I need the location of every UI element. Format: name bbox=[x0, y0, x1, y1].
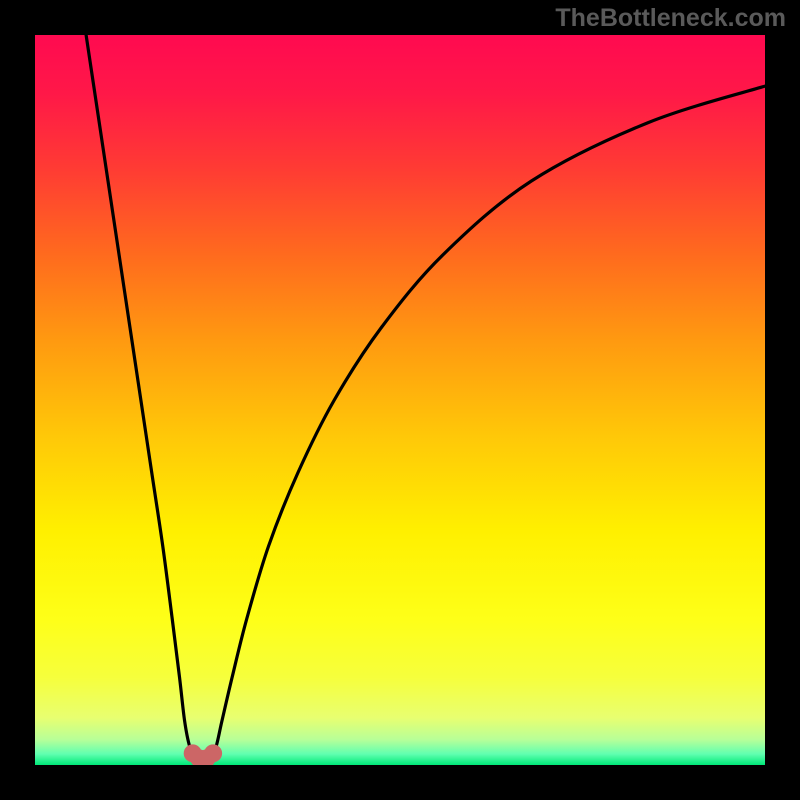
curve-right bbox=[210, 86, 765, 758]
watermark-text: TheBottleneck.com bbox=[555, 4, 786, 33]
curve-layer bbox=[0, 0, 800, 800]
chart-container: TheBottleneck.com bbox=[0, 0, 800, 800]
cusp-marker bbox=[204, 744, 222, 762]
curve-left bbox=[86, 35, 196, 758]
